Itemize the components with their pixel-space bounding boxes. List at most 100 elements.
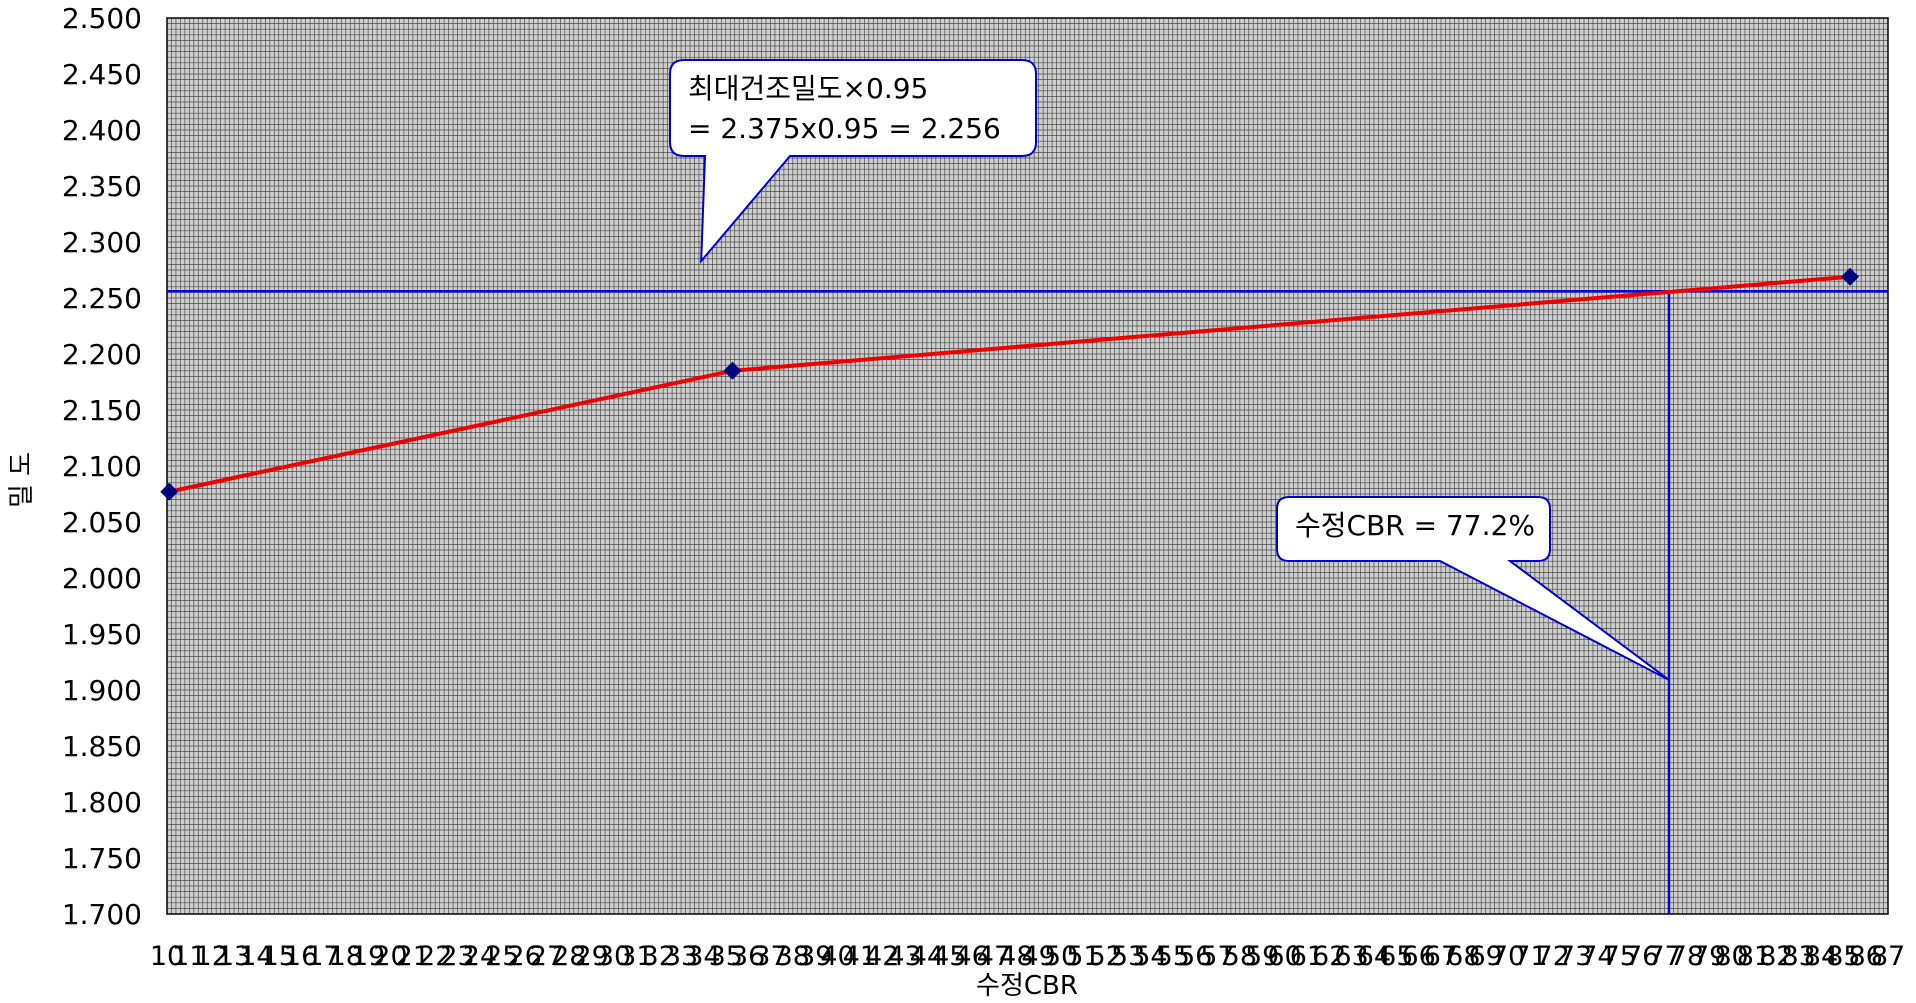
x-tick-label: 41 xyxy=(843,941,877,972)
x-tick-label: 78 xyxy=(1670,941,1704,972)
x-tick-label: 30 xyxy=(597,941,631,972)
vertical-gridlines xyxy=(171,18,1884,914)
x-tick-label: 80 xyxy=(1714,941,1748,972)
x-tick-label: 50 xyxy=(1044,941,1078,972)
y-tick-label: 2.400 xyxy=(62,114,142,147)
x-tick-label: 34 xyxy=(686,941,720,972)
callout-bubble xyxy=(669,59,1037,264)
x-tick-label: 74 xyxy=(1580,941,1614,972)
x-tick-label: 77 xyxy=(1647,941,1681,972)
plot-border xyxy=(166,17,1889,915)
x-tick-label: 81 xyxy=(1737,941,1771,972)
x-tick-label: 45 xyxy=(932,941,966,972)
x-tick-label: 15 xyxy=(262,941,296,972)
x-tick-label: 37 xyxy=(753,941,787,972)
x-tick-label: 29 xyxy=(574,941,608,972)
y-tick-label: 2.450 xyxy=(62,58,142,91)
x-tick-label: 42 xyxy=(865,941,899,972)
y-tick-label: 2.200 xyxy=(62,338,142,371)
x-tick-label: 52 xyxy=(1089,941,1123,972)
x-tick-label: 55 xyxy=(1156,941,1190,972)
x-tick-label: 16 xyxy=(284,941,318,972)
series-group xyxy=(160,267,1860,501)
y-tick-label: 2.000 xyxy=(62,562,142,595)
y-tick-label: 1.950 xyxy=(62,618,142,651)
y-tick-label: 2.150 xyxy=(62,394,142,427)
callout-bubble xyxy=(1276,496,1670,681)
x-tick-label: 84 xyxy=(1804,941,1838,972)
x-tick-label: 20 xyxy=(373,941,407,972)
x-tick-label: 28 xyxy=(552,941,586,972)
reference-lines xyxy=(167,290,1888,914)
x-tick-label: 62 xyxy=(1312,941,1346,972)
x-tick-label: 64 xyxy=(1357,941,1391,972)
callout-text-line: = 2.375x0.95 = 2.256 xyxy=(688,112,1001,145)
x-tick-label: 67 xyxy=(1424,941,1458,972)
x-tick-label: 83 xyxy=(1781,941,1815,972)
y-tick-labels: 1.700 1.750 1.800 1.850 1.900 1.950 2.000 2.050… xyxy=(62,2,142,931)
x-tick-label: 26 xyxy=(507,941,541,972)
x-tick-label: 73 xyxy=(1558,941,1592,972)
x-tick-label: 46 xyxy=(954,941,988,972)
x-tick-label: 68 xyxy=(1446,941,1480,972)
x-tick-label: 53 xyxy=(1111,941,1145,972)
y-tick-label: 1.750 xyxy=(62,842,142,875)
data-point-marker xyxy=(723,361,742,380)
x-tick-label: 39 xyxy=(798,941,832,972)
callout-text-line: 최대건조밀도×0.95 xyxy=(688,72,928,105)
x-tick-label: 61 xyxy=(1290,941,1324,972)
y-tick-label: 1.900 xyxy=(62,674,142,707)
y-tick-label: 2.500 xyxy=(62,2,142,35)
x-tick-label: 56 xyxy=(1178,941,1212,972)
x-tick-label: 87 xyxy=(1871,941,1905,972)
x-tick-label: 14 xyxy=(239,941,273,972)
x-tick-label: 19 xyxy=(351,941,385,972)
y-tick-label: 2.100 xyxy=(62,450,142,483)
data-point-marker xyxy=(1841,267,1860,286)
x-tick-label: 43 xyxy=(887,941,921,972)
x-tick-label: 12 xyxy=(195,941,229,972)
x-tick-label: 65 xyxy=(1379,941,1413,972)
y-tick-label: 1.800 xyxy=(62,786,142,819)
x-tick-label: 85 xyxy=(1826,941,1860,972)
callout-text-line: 수정CBR = 77.2% xyxy=(1295,509,1535,542)
y-tick-label: 2.050 xyxy=(62,506,142,539)
x-tick-label: 76 xyxy=(1625,941,1659,972)
x-tick-label: 58 xyxy=(1223,941,1257,972)
x-tick-label: 23 xyxy=(440,941,474,972)
x-axis-title: 수정CBR xyxy=(976,971,1078,1001)
x-tick-label: 63 xyxy=(1334,941,1368,972)
x-tick-label: 33 xyxy=(664,941,698,972)
x-tick-label: 17 xyxy=(306,941,340,972)
x-tick-label: 70 xyxy=(1491,941,1525,972)
x-tick-label: 32 xyxy=(642,941,676,972)
x-tick-label: 31 xyxy=(619,941,653,972)
x-tick-label: 13 xyxy=(217,941,251,972)
x-tick-label: 49 xyxy=(1021,941,1055,972)
x-tick-label: 54 xyxy=(1133,941,1167,972)
x-tick-label: 86 xyxy=(1848,941,1882,972)
x-tick-label: 47 xyxy=(977,941,1011,972)
x-tick-label: 10 xyxy=(150,941,184,972)
y-tick-label: 1.700 xyxy=(62,898,142,931)
y-axis-title: 밀 도 xyxy=(7,452,37,508)
x-tick-label: 38 xyxy=(776,941,810,972)
x-tick-label: 22 xyxy=(418,941,452,972)
x-tick-label: 66 xyxy=(1401,941,1435,972)
x-tick-label: 60 xyxy=(1267,941,1301,972)
x-tick-label: 72 xyxy=(1536,941,1570,972)
x-tick-label: 18 xyxy=(329,941,363,972)
x-tick-label: 11 xyxy=(172,941,206,972)
x-tick-label: 82 xyxy=(1759,941,1793,972)
y-tick-label: 2.350 xyxy=(62,170,142,203)
x-tick-label: 71 xyxy=(1513,941,1547,972)
x-tick-label: 44 xyxy=(910,941,944,972)
x-tick-label: 69 xyxy=(1469,941,1503,972)
x-tick-label: 40 xyxy=(820,941,854,972)
x-tick-label: 25 xyxy=(485,941,519,972)
x-tick-label: 24 xyxy=(463,941,497,972)
y-tick-label: 1.850 xyxy=(62,730,142,763)
x-tick-label: 51 xyxy=(1066,941,1100,972)
x-tick-label: 48 xyxy=(999,941,1033,972)
